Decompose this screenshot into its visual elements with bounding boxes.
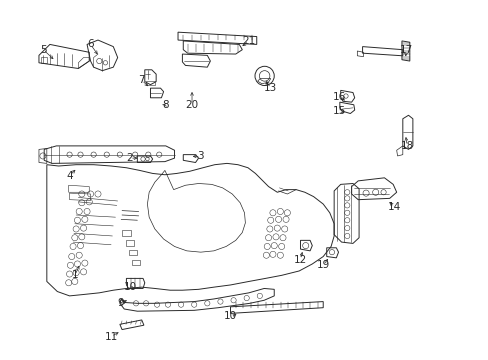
Text: 13: 13	[264, 83, 277, 93]
Text: 1: 1	[71, 270, 78, 280]
Text: 11: 11	[104, 332, 118, 342]
Text: 3: 3	[197, 152, 203, 161]
Text: 18: 18	[400, 141, 413, 151]
Text: 6: 6	[87, 40, 94, 49]
Text: 17: 17	[399, 45, 412, 55]
Text: 10: 10	[224, 311, 237, 321]
Text: 20: 20	[185, 100, 198, 110]
Text: 14: 14	[386, 202, 400, 212]
Text: 2: 2	[126, 153, 133, 163]
Text: 10: 10	[123, 282, 136, 292]
Text: 5: 5	[40, 45, 46, 55]
Text: 4: 4	[66, 171, 73, 181]
Text: 8: 8	[162, 100, 169, 110]
Text: 19: 19	[316, 260, 329, 270]
Text: 16: 16	[332, 92, 346, 102]
Text: 7: 7	[138, 75, 145, 85]
Text: 21: 21	[242, 36, 255, 46]
Text: 9: 9	[118, 298, 124, 308]
Text: 12: 12	[293, 255, 306, 265]
Text: 15: 15	[332, 106, 346, 116]
